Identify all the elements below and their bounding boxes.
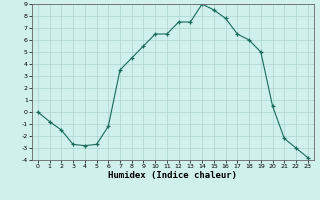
- X-axis label: Humidex (Indice chaleur): Humidex (Indice chaleur): [108, 171, 237, 180]
